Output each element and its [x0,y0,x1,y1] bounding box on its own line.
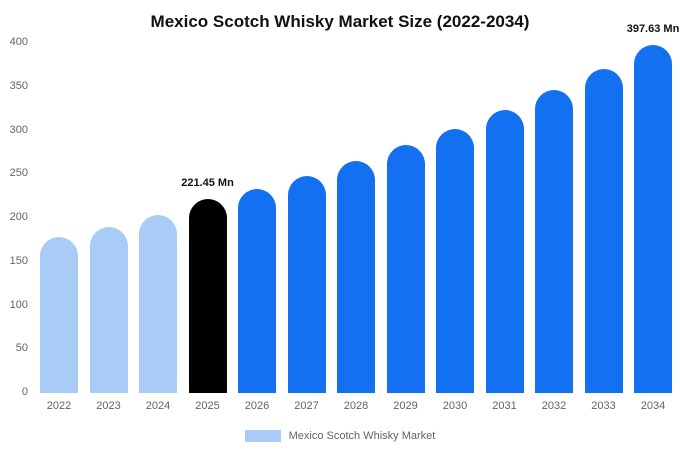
x-tick-2032: 2032 [541,400,567,412]
bar-2034 [634,45,672,393]
legend: Mexico Scotch Whisky Market [0,430,680,442]
bar-2027 [287,176,326,393]
x-tick-2030: 2030 [442,400,468,412]
x-tick-2022: 2022 [46,400,72,412]
x-tick-2024: 2024 [145,400,171,412]
legend-swatch [244,430,281,442]
chart-title: Mexico Scotch Whisky Market Size (2022-2… [150,12,530,31]
bar-2025 [188,199,227,393]
bar-2026 [238,189,276,393]
y-tick-250: 250 [9,167,28,180]
x-tick-2027: 2027 [294,400,319,412]
bar-2023 [89,226,128,393]
x-tick-2028: 2028 [343,400,369,412]
y-tick-50: 50 [15,342,28,355]
bar-2031 [485,110,524,393]
x-tick-2025: 2025 [195,400,220,412]
value-label-2034: 397.63 Mn [626,23,680,36]
legend-label: Mexico Scotch Whisky Market [288,430,436,442]
bar-2029 [386,145,425,393]
y-tick-150: 150 [9,254,28,267]
y-tick-350: 350 [9,79,28,92]
x-tick-2031: 2031 [492,400,517,412]
value-label-2025: 221.45 Mn [181,177,234,190]
x-tick-2026: 2026 [244,400,270,412]
bar-2028 [337,161,375,393]
x-tick-2033: 2033 [591,400,616,412]
y-tick-0: 0 [21,386,28,398]
x-tick-2023: 2023 [96,400,121,412]
bar-2032 [535,90,573,393]
x-tick-2029: 2029 [393,400,418,412]
bar-2024 [139,215,177,393]
y-tick-300: 300 [9,123,28,136]
y-tick-200: 200 [9,211,28,223]
bar-2033 [584,69,623,393]
y-tick-400: 400 [9,36,28,48]
y-tick-100: 100 [9,298,28,311]
bar-2030 [436,128,474,393]
bar-2022 [40,237,78,393]
x-tick-2034: 2034 [640,400,666,412]
